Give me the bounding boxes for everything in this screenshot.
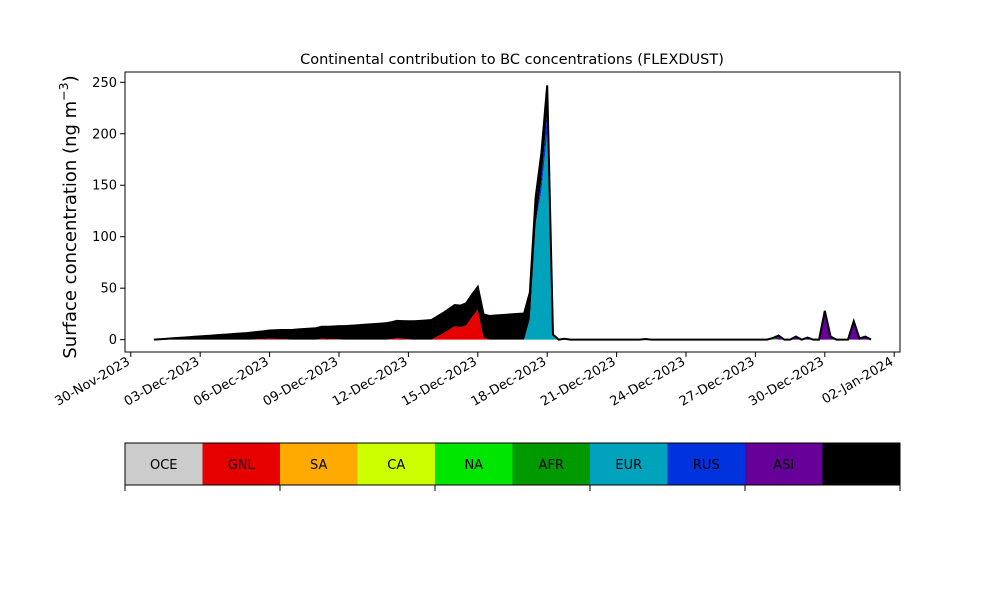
legend-swatch-asi <box>745 443 823 485</box>
area-rus <box>153 113 872 340</box>
x-tick-label: 15-Dec-2023 <box>399 354 479 409</box>
legend-label-gnl: GNL <box>228 458 256 473</box>
y-axis-label-close: ) <box>60 75 81 82</box>
x-tick-label: 02-Jan-2024 <box>820 354 897 407</box>
x-axis-ticks: 30-Nov-202303-Dec-202306-Dec-202309-Dec-… <box>53 352 897 410</box>
x-tick-label: 24-Dec-2023 <box>608 354 688 409</box>
legend-swatch-ca <box>357 443 436 485</box>
legend-label-eur: EUR <box>615 458 642 473</box>
y-axis-label: Surface concentration (ng m−3) <box>56 75 81 358</box>
legend-swatch-eur <box>590 443 668 485</box>
y-axis-label-superscript: −3 <box>56 82 71 100</box>
x-tick-label: 03-Dec-2023 <box>122 354 202 409</box>
area-eur <box>153 133 872 340</box>
plot-frame <box>124 71 901 353</box>
legend-label-asi: ASI <box>773 458 794 473</box>
legend-label-rus: RUS <box>693 458 720 473</box>
area-aus <box>153 85 872 340</box>
x-tick-label: 30-Nov-2023 <box>53 354 133 409</box>
legend-label-oce: OCE <box>150 458 178 473</box>
chart-title: Continental contribution to BC concentra… <box>300 52 724 68</box>
legend-label-afr: AFR <box>539 458 564 473</box>
x-tick-label: 27-Dec-2023 <box>677 354 757 409</box>
legend-label-na: NA <box>464 458 483 473</box>
legend-swatch-oce <box>125 443 203 485</box>
y-tick-label: 0 <box>109 333 117 348</box>
region-colorbar-legend: OCE GNL SA CA NA AFR EUR RUS ASI AUS <box>124 442 901 491</box>
legend-swatch-aus <box>822 443 901 485</box>
legend-label-sa: SA <box>310 458 327 473</box>
y-axis-label-group: Surface concentration (ng m−3) <box>56 75 81 358</box>
legend-swatch-gnl <box>202 443 281 485</box>
y-axis-label-main: Surface concentration (ng m <box>60 101 81 359</box>
y-axis-ticks: 0 50 100 150 200 250 <box>92 76 125 348</box>
legend-swatch-sa <box>280 443 358 485</box>
y-tick-label: 200 <box>92 127 117 142</box>
x-tick-label: 12-Dec-2023 <box>330 354 410 409</box>
legend-swatch-na <box>435 443 513 485</box>
x-tick-label: 30-Dec-2023 <box>746 354 826 409</box>
x-tick-label: 06-Dec-2023 <box>191 354 271 409</box>
area-asi <box>153 113 872 340</box>
legend-swatch-afr <box>512 443 591 485</box>
y-tick-label: 150 <box>92 179 117 194</box>
x-tick-label: 21-Dec-2023 <box>538 354 618 409</box>
y-tick-label: 250 <box>92 76 117 91</box>
legend-label-ca: CA <box>387 458 405 473</box>
legend-swatch-rus <box>667 443 746 485</box>
x-tick-label: 18-Dec-2023 <box>469 354 549 409</box>
legend-label-aus: AUS <box>848 458 875 473</box>
stacked-areas <box>153 85 872 340</box>
y-tick-label: 100 <box>92 230 117 245</box>
legend-frame <box>124 442 901 486</box>
x-tick-label: 09-Dec-2023 <box>261 354 341 409</box>
y-tick-label: 50 <box>100 282 117 297</box>
total-concentration-line <box>153 85 872 341</box>
